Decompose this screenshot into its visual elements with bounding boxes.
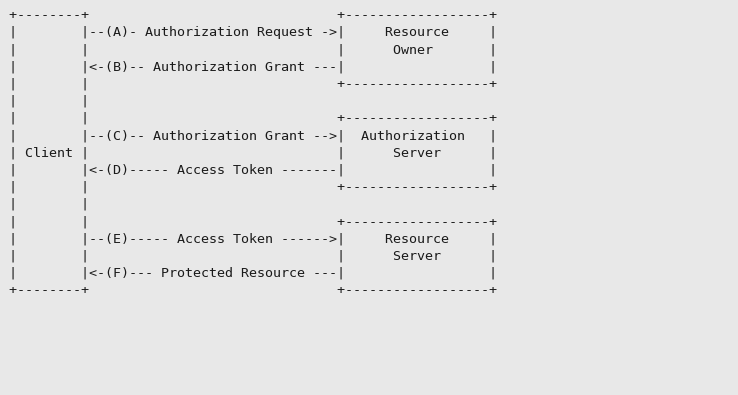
Text: +--------+                               +------------------+
|        |--(A)- A: +--------+ +------------------+ | |--(A)… <box>9 9 497 297</box>
